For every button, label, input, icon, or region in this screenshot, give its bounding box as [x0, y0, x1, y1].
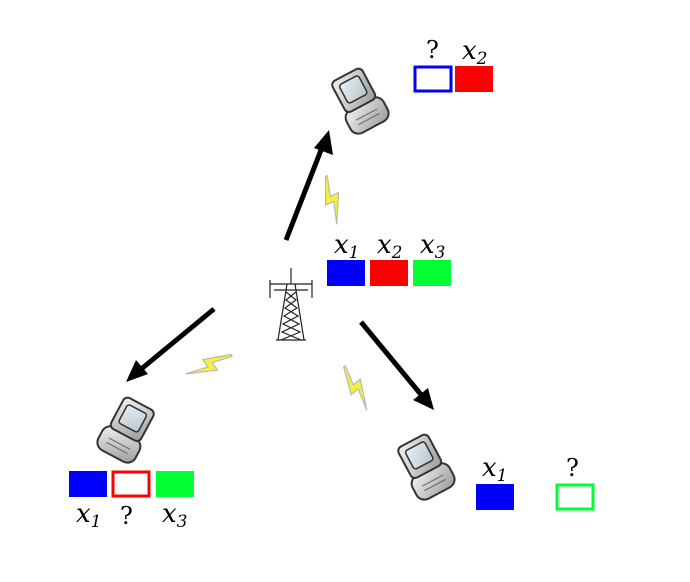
packet-block — [413, 260, 451, 286]
missing-packet-block — [111, 470, 151, 498]
arrow-to-right-receiver — [359, 320, 434, 410]
arrow-to-left-receiver — [126, 307, 216, 382]
left-receiver-packets: x1 ? x3 — [69, 470, 194, 532]
cell-tower-icon — [269, 268, 313, 341]
missing-label: ? — [566, 454, 579, 482]
cellphone-icon — [96, 396, 155, 464]
missing-packet-block — [555, 483, 595, 511]
arrow-to-top-receiver — [283, 130, 333, 241]
base-station-packets: x1 x2 x3 — [327, 230, 451, 286]
packet-label: x1 — [76, 499, 102, 532]
packet-block — [69, 471, 107, 497]
top-receiver-packets: ? x2 — [413, 36, 493, 93]
missing-label: ? — [120, 502, 133, 530]
missing-packet-block — [413, 65, 453, 93]
cellphone-icon — [397, 433, 456, 501]
cellphone-icon — [331, 67, 390, 135]
packet-label: x2 — [462, 36, 488, 69]
packet-block — [476, 484, 514, 510]
packet-block — [327, 260, 365, 286]
packet-block — [455, 66, 493, 92]
right-receiver-packets: x1 ? — [476, 453, 595, 511]
packet-block — [156, 471, 194, 497]
missing-label: ? — [426, 36, 439, 64]
lightning-bolt-icon — [324, 174, 340, 225]
packet-block — [370, 260, 408, 286]
packet-label: x1 — [482, 453, 508, 486]
lightning-bolt-icon — [185, 353, 234, 375]
packet-label: x1 — [334, 230, 360, 263]
packet-label: x3 — [162, 499, 188, 532]
packet-label: x3 — [420, 230, 446, 263]
packet-label: x2 — [377, 230, 403, 263]
lightning-bolt-icon — [342, 364, 368, 411]
